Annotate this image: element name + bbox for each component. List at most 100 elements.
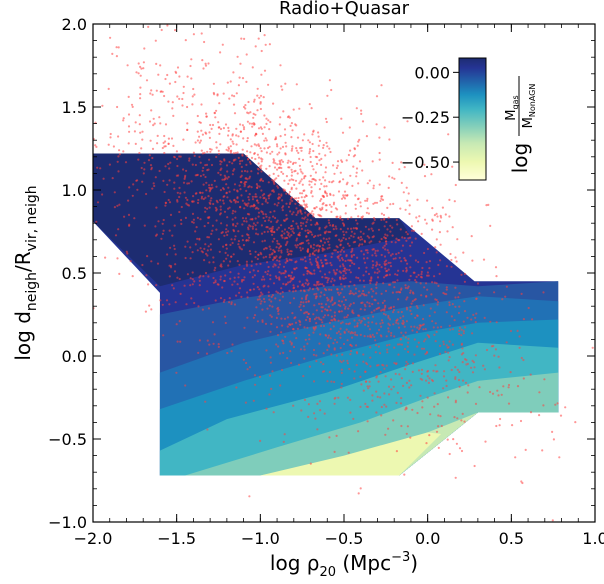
scatter-point <box>192 33 195 36</box>
scatter-point <box>278 123 281 126</box>
scatter-point <box>207 221 210 225</box>
scatter-point <box>416 411 419 415</box>
scatter-point <box>413 325 416 328</box>
scatter-point <box>294 161 297 164</box>
scatter-point <box>125 250 128 253</box>
scatter-point <box>279 116 282 119</box>
y-tick-label: 2.0 <box>62 15 87 34</box>
scatter-point <box>178 97 181 100</box>
scatter-point <box>266 230 269 233</box>
scatter-point <box>358 314 361 317</box>
scatter-point <box>408 386 411 389</box>
scatter-point <box>409 309 412 312</box>
scatter-point <box>176 191 179 194</box>
scatter-point <box>252 116 255 119</box>
scatter-point <box>387 268 390 271</box>
scatter-point <box>128 223 131 226</box>
scatter-point <box>265 122 268 125</box>
scatter-point <box>413 353 416 356</box>
scatter-point <box>128 186 131 189</box>
scatter-point <box>127 113 131 116</box>
scatter-point <box>374 201 377 204</box>
scatter-point <box>426 375 429 378</box>
scatter-point <box>462 332 465 335</box>
colorbar-tick-label: −0.25 <box>401 108 450 127</box>
scatter-point <box>258 144 261 148</box>
scatter-point <box>215 228 218 231</box>
scatter-point <box>321 265 324 268</box>
scatter-point <box>200 250 203 253</box>
scatter-point <box>224 321 227 325</box>
scatter-point <box>268 216 271 219</box>
scatter-point <box>421 378 424 381</box>
scatter-point <box>193 93 196 96</box>
scatter-point <box>284 133 287 136</box>
scatter-point <box>335 166 338 170</box>
scatter-point <box>485 348 489 352</box>
scatter-point <box>186 122 189 125</box>
scatter-point <box>366 257 369 260</box>
scatter-point <box>164 123 168 126</box>
scatter-point <box>307 415 310 418</box>
scatter-point <box>94 144 97 147</box>
scatter-point <box>258 96 261 99</box>
scatter-point <box>142 172 145 175</box>
scatter-point <box>133 130 136 133</box>
scatter-point <box>284 269 287 272</box>
scatter-point <box>226 177 229 180</box>
scatter-point <box>396 223 399 226</box>
scatter-point <box>343 316 346 319</box>
scatter-point <box>186 240 189 243</box>
scatter-point <box>243 169 247 173</box>
scatter-point <box>231 133 234 136</box>
scatter-point <box>375 261 378 264</box>
scatter-point <box>453 200 456 203</box>
scatter-point <box>376 395 379 398</box>
scatter-point <box>257 201 260 204</box>
scatter-point <box>286 161 289 164</box>
scatter-point <box>234 210 237 213</box>
scatter-point <box>463 420 466 423</box>
scatter-point <box>315 249 318 252</box>
scatter-point <box>291 129 294 132</box>
scatter-point <box>354 240 357 243</box>
scatter-point <box>321 321 324 324</box>
scatter-point <box>421 406 424 409</box>
scatter-point <box>260 253 263 256</box>
scatter-point <box>354 207 357 210</box>
scatter-point <box>306 342 309 345</box>
scatter-point <box>371 394 374 397</box>
scatter-point <box>176 340 179 343</box>
scatter-point <box>306 272 309 275</box>
scatter-point <box>268 128 271 131</box>
scatter-point <box>257 127 261 130</box>
scatter-point <box>323 370 326 373</box>
y-tick-label: −1.0 <box>48 513 87 532</box>
scatter-point <box>168 167 171 170</box>
scatter-point <box>238 263 241 266</box>
scatter-point <box>434 364 437 367</box>
scatter-point <box>460 273 463 276</box>
scatter-point <box>243 185 246 188</box>
scatter-point <box>446 438 449 441</box>
scatter-point <box>225 228 228 231</box>
scatter-point <box>466 316 469 319</box>
scatter-point <box>438 272 441 275</box>
scatter-point <box>192 87 195 91</box>
scatter-point <box>436 326 439 329</box>
scatter-point <box>359 405 362 408</box>
scatter-point <box>232 103 236 106</box>
scatter-point <box>252 288 255 291</box>
scatter-point <box>169 213 173 216</box>
scatter-point <box>260 127 263 130</box>
scatter-point <box>276 259 279 262</box>
scatter-point <box>359 308 362 311</box>
x-axis-ticks: −2.0 −1.5 −1.0 −0.5 0.0 0.5 1.0 <box>74 24 604 548</box>
scatter-point <box>334 225 337 228</box>
scatter-point <box>350 230 353 233</box>
scatter-point <box>280 85 283 88</box>
scatter-point <box>330 205 333 208</box>
scatter-point <box>387 283 391 286</box>
scatter-point <box>190 297 193 300</box>
scatter-point <box>310 191 313 194</box>
